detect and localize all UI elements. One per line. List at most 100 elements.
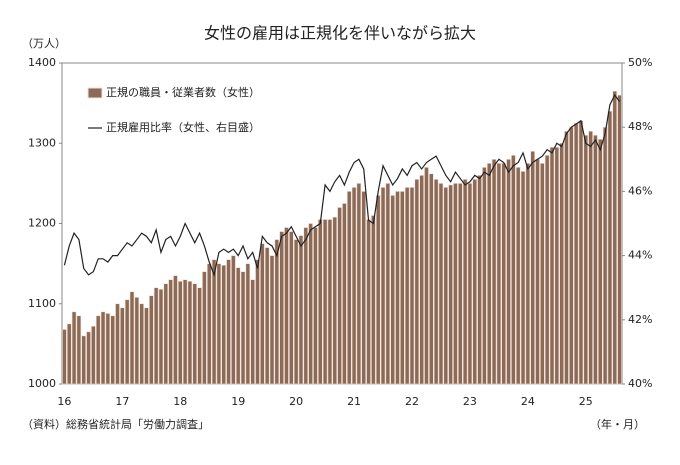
- bar: [322, 219, 328, 385]
- bar: [337, 207, 342, 385]
- bar: [428, 173, 434, 385]
- bar: [86, 331, 91, 385]
- bar: [303, 227, 309, 385]
- bar: [414, 179, 420, 385]
- bar: [544, 154, 550, 385]
- source-note: （資料）総務省統計局「労働力調査」: [22, 417, 209, 431]
- bar: [115, 303, 120, 385]
- bar: [120, 307, 125, 385]
- x-tick-label: 25: [579, 395, 593, 408]
- bar: [501, 163, 507, 385]
- bar: [81, 335, 87, 385]
- bar: [602, 126, 608, 385]
- bar: [148, 295, 154, 385]
- bar: [467, 183, 473, 385]
- bar: [535, 159, 540, 385]
- bar: [327, 219, 333, 385]
- bar: [597, 138, 603, 385]
- bar: [76, 315, 82, 385]
- bar: [298, 235, 304, 385]
- legend-label: 正規雇用比率（女性、右目盛）: [106, 120, 260, 134]
- bar: [361, 191, 367, 385]
- bar: [129, 291, 135, 385]
- bar: [144, 307, 149, 385]
- bar: [612, 90, 618, 385]
- bar: [274, 239, 280, 385]
- bar: [279, 231, 284, 385]
- bar: [573, 122, 579, 385]
- bar: [559, 142, 564, 385]
- bar: [568, 126, 574, 385]
- bar: [317, 219, 323, 385]
- bar: [260, 243, 265, 385]
- bar: [206, 263, 212, 385]
- bar: [506, 159, 511, 385]
- bar: [395, 191, 400, 385]
- bar: [419, 175, 424, 385]
- bar: [139, 303, 144, 385]
- bar: [583, 134, 589, 385]
- bar: [366, 219, 371, 385]
- bar: [525, 163, 531, 385]
- bar: [385, 183, 391, 385]
- bar: [158, 289, 164, 385]
- bar: [105, 313, 111, 385]
- bar: [424, 167, 429, 385]
- y-tick-label: 1000: [28, 377, 56, 390]
- bar: [564, 130, 569, 385]
- y2-tick-label: 48%: [628, 120, 652, 133]
- bar: [250, 279, 256, 385]
- x-tick-label: 22: [405, 395, 419, 408]
- bar: [100, 311, 106, 385]
- bar: [284, 227, 289, 385]
- bar: [491, 159, 497, 385]
- bar: [530, 150, 536, 385]
- y-tick-label: 1100: [28, 297, 56, 310]
- y-tick-label: 1400: [28, 56, 56, 69]
- x-tick-label: 16: [57, 395, 71, 408]
- bar: [231, 255, 236, 385]
- bar: [588, 130, 593, 385]
- bar: [71, 311, 77, 385]
- bar: [457, 183, 463, 385]
- x-tick-label: 21: [347, 395, 361, 408]
- bar: [578, 120, 584, 385]
- bar: [313, 227, 318, 385]
- x-tick-label: 23: [463, 395, 477, 408]
- bar: [216, 263, 222, 385]
- bar: [332, 216, 338, 385]
- bar: [124, 299, 130, 385]
- bar: [515, 167, 521, 385]
- x-tick-label: 19: [231, 395, 245, 408]
- bar: [390, 195, 396, 385]
- bar: [375, 195, 381, 385]
- bar: [409, 187, 415, 385]
- bar: [134, 297, 140, 385]
- bar: [462, 179, 468, 385]
- bar: [192, 283, 198, 385]
- bar: [438, 183, 444, 385]
- bar: [95, 315, 101, 385]
- bar: [62, 329, 67, 385]
- bar: [482, 167, 487, 385]
- bar: [269, 255, 275, 385]
- bar: [66, 323, 72, 385]
- bar: [211, 259, 217, 385]
- bar: [380, 187, 386, 385]
- bar: [346, 191, 352, 385]
- bar: [371, 215, 376, 385]
- bar: [182, 279, 188, 385]
- bar: [153, 287, 159, 385]
- bar: [477, 175, 482, 385]
- bar: [288, 231, 294, 385]
- bar: [163, 283, 169, 385]
- bar: [187, 280, 193, 385]
- bar: [235, 267, 241, 385]
- bar: [540, 163, 545, 385]
- bar: [486, 163, 492, 385]
- bar: [511, 154, 516, 385]
- legend-swatch: [87, 87, 103, 99]
- bar: [554, 146, 560, 385]
- x-tick-label: 17: [115, 395, 129, 408]
